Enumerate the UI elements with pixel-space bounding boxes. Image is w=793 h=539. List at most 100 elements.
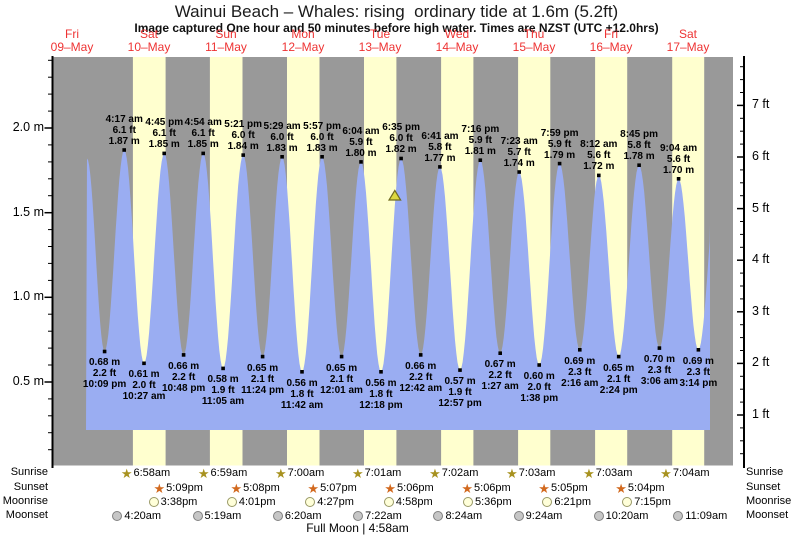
moonrise-circle-icon [542, 497, 553, 507]
moonrise-circle-icon [462, 497, 473, 507]
tide-point-dot [221, 366, 225, 371]
astro-item-sunset: ★ 5:06pm [384, 481, 433, 495]
astro-time: 7:03am [518, 467, 556, 479]
sunrise-star-icon: ★ [506, 465, 518, 481]
axis-label-ft: 5 ft [752, 200, 770, 215]
astro-time: 7:01am [364, 467, 402, 479]
astro-time: 5:36pm [474, 496, 512, 508]
tide-label-high: 7:59 pm 5.9 ft 1.79 m [540, 127, 579, 161]
tide-point-dot [122, 148, 126, 152]
moonset-circle-icon [433, 511, 444, 521]
astro-time: 6:21pm [554, 496, 592, 508]
moonrise-circle-icon [226, 497, 237, 507]
tide-label-high: 6:04 am 5.9 ft 1.80 m [342, 125, 380, 159]
tide-point-dot [359, 160, 363, 164]
chart-title: Wainui Beach – Whales: rising ordinary t… [174, 2, 619, 21]
day-label: Sat 10–May [127, 27, 171, 54]
axis-label-ft: 6 ft [752, 148, 770, 163]
astro-item-sunset: ★ 5:05pm [538, 481, 587, 495]
astro-time: 4:27pm [317, 496, 354, 508]
moonset-circle-icon [112, 511, 123, 521]
sunset-star-icon: ★ [307, 480, 320, 496]
astro-time: 9:24am [525, 510, 563, 522]
tide-point-dot [280, 155, 284, 159]
tide-label-low: 0.65 m 2.1 ft 11:24 pm [241, 362, 284, 396]
tide-label-high: 4:54 am 6.1 ft 1.85 m [184, 117, 222, 151]
astro-item-moonset: 8:24am [433, 509, 482, 523]
moonrise-row-label-left: Moonrise [2, 495, 48, 507]
astro-time: 3:38pm [160, 496, 198, 508]
astro-time: 10:20am [605, 510, 649, 522]
tide-label-high: 6:41 am 5.8 ft 1.77 m [421, 130, 459, 164]
astro-time: 5:05pm [550, 482, 588, 494]
tide-label-high: 8:12 am 5.6 ft 1.72 m [580, 139, 618, 173]
tide-label-high: 5:21 pm 6.0 ft 1.84 m [224, 119, 263, 153]
sunrise-star-icon: ★ [660, 465, 672, 481]
tide-point-dot [102, 349, 107, 354]
astro-item-moonrise: 7:15pm [622, 495, 671, 509]
moonset-circle-icon [192, 511, 203, 521]
tide-label-high: 7:23 am 5.7 ft 1.74 m [500, 136, 538, 170]
astro-item-sunrise: ★ 7:02am [429, 466, 478, 480]
sunrise-row-label-left: Sunrise [10, 466, 48, 478]
astro-time: 5:09pm [166, 482, 203, 494]
tide-point-dot [201, 151, 205, 156]
sunrise-star-icon: ★ [583, 465, 595, 481]
astro-item-sunrise: ★ 7:01am [352, 466, 401, 480]
axis-label-ft: 1 ft [752, 406, 770, 421]
astro-time: 7:22am [365, 510, 402, 522]
axis-label-m: 0.5 m [12, 373, 44, 388]
sunset-star-icon: ★ [615, 480, 627, 496]
astro-time: 5:07pm [320, 482, 357, 494]
day-label: Thu 15–May [512, 27, 556, 54]
astro-item-sunset: ★ 5:07pm [307, 481, 356, 495]
tide-label-high: 7:16 pm 5.9 ft 1.81 m [461, 124, 500, 158]
tide-label-low: 0.69 m 2.3 ft 2:16 am [561, 355, 599, 389]
tide-label-high: 9:04 am 5.6 ft 1.70 m [659, 142, 698, 176]
astro-time: 5:06pm [397, 482, 434, 494]
tide-label-low: 0.66 m 2.2 ft 12:42 am [399, 360, 443, 394]
tide-label-high: 8:45 pm 5.8 ft 1.78 m [620, 129, 658, 163]
tide-label-low: 0.58 m 1.9 ft 11:05 am [201, 374, 245, 408]
tide-point-dot [657, 346, 662, 350]
tide-point-dot [241, 153, 245, 157]
moonrise-row-label-right: Moonrise [746, 495, 792, 507]
moonrise-circle-icon [148, 497, 159, 507]
tide-label-low: 0.66 m 2.2 ft 10:48 pm [161, 360, 206, 394]
day-label: Fri 09–May [50, 27, 94, 54]
moonrise-circle-icon [383, 497, 394, 507]
tide-label-low: 0.68 m 2.2 ft 10:09 pm [82, 357, 127, 391]
astro-time: 6:58am [133, 467, 171, 479]
astro-time: 4:01pm [238, 496, 276, 508]
astro-time: 7:00am [287, 467, 325, 479]
tide-label-low: 0.69 m 2.3 ft 3:14 pm [679, 355, 718, 389]
astro-item-sunset: ★ 5:08pm [230, 481, 279, 495]
tide-point-dot [339, 354, 344, 359]
tide-point-dot [478, 158, 483, 162]
astro-item-moonrise: 4:58pm [383, 495, 433, 509]
astro-item-sunset: ★ 5:04pm [615, 481, 664, 495]
tide-point-dot [181, 353, 186, 357]
sunrise-star-icon: ★ [352, 465, 364, 481]
tide-point-dot [637, 163, 641, 167]
sunset-star-icon: ★ [230, 480, 243, 496]
astro-item-sunrise: ★ 7:00am [275, 466, 324, 480]
axis-label-m: 1.0 m [12, 289, 44, 304]
day-label: Fri 16–May [589, 27, 633, 54]
full-moon-label: Full Moon | 4:58am [306, 521, 409, 535]
tide-label-high: 5:29 am 6.0 ft 1.83 m [263, 120, 301, 154]
astro-item-sunset: ★ 5:06pm [461, 481, 510, 495]
astro-time: 11:09am [685, 510, 728, 522]
tide-label-low: 0.65 m 2.1 ft 12:01 am [320, 362, 363, 396]
sunrise-star-icon: ★ [429, 465, 441, 481]
tide-point-dot [399, 156, 403, 161]
astro-item-moonrise: 3:38pm [148, 495, 198, 509]
tide-point-dot [498, 351, 502, 355]
tide-label-low: 0.61 m 2.0 ft 10:27 am [122, 369, 166, 403]
astro-time: 5:08pm [243, 482, 280, 494]
tide-point-dot [537, 363, 541, 367]
tide-point-dot [320, 155, 324, 159]
tide-point-dot [517, 170, 521, 174]
tide-label-low: 0.65 m 2.1 ft 2:24 pm [599, 362, 638, 396]
chart-subtitle: Image captured One hour and 50 minutes b… [134, 21, 659, 35]
